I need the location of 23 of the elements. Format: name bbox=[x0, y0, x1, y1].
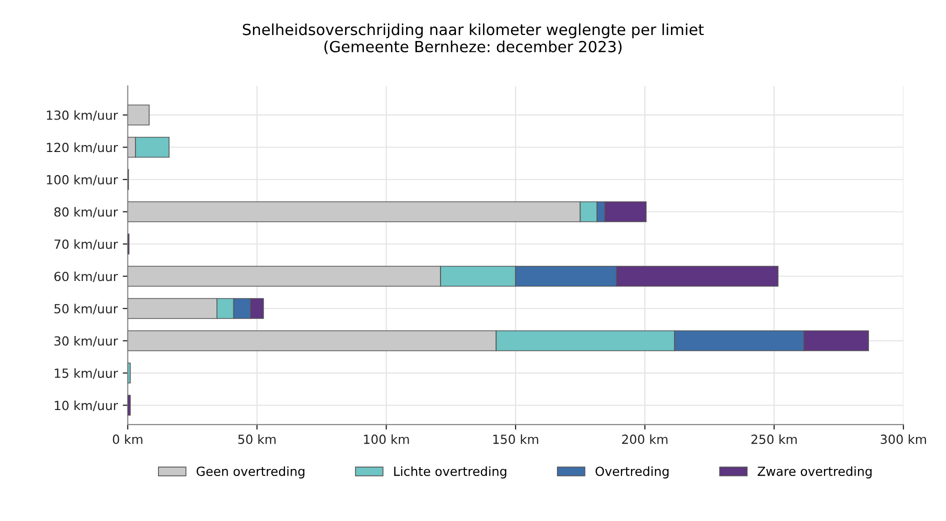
x-tick-label: 50 km bbox=[238, 434, 276, 444]
y-tick-label: 50 km/uur bbox=[54, 304, 118, 314]
x-tick-label: 200 km bbox=[622, 434, 668, 444]
legend-label: Overtreding bbox=[596, 466, 669, 478]
chart-title: Snelheidsoverschrijding naar kilometer weglengte per limiet (Gemeente Bernheze: december 2023) bbox=[242, 23, 704, 54]
y-tick-label: 100 km/uur bbox=[46, 174, 118, 186]
legend-label: Lichte overtreding bbox=[394, 466, 506, 478]
y-tick-label: 70 km/uur bbox=[54, 239, 118, 250]
legend-label: Zware overtreding bbox=[758, 466, 872, 478]
y-tick-label: 15 km/uur bbox=[54, 368, 118, 379]
y-tick-label: 120 km/uur bbox=[46, 142, 118, 154]
y-tick-label: 30 km/uur bbox=[54, 336, 118, 347]
y-tick-label: 80 km/uur bbox=[54, 207, 118, 218]
x-tick-label: 0 km bbox=[112, 434, 142, 444]
y-tick-label: 60 km/uur bbox=[54, 272, 118, 282]
legend-label: Geen overtreding bbox=[196, 466, 304, 478]
x-tick-label: 250 km bbox=[751, 434, 797, 444]
x-tick-label: 300 km bbox=[880, 434, 926, 444]
x-tick-label: 150 km bbox=[493, 434, 538, 444]
bar bbox=[128, 104, 150, 126]
y-tick-label: 10 km/uur bbox=[54, 400, 118, 412]
y-tick-label: 130 km/uur bbox=[46, 110, 118, 121]
x-tick-label: 100 km bbox=[364, 434, 409, 444]
